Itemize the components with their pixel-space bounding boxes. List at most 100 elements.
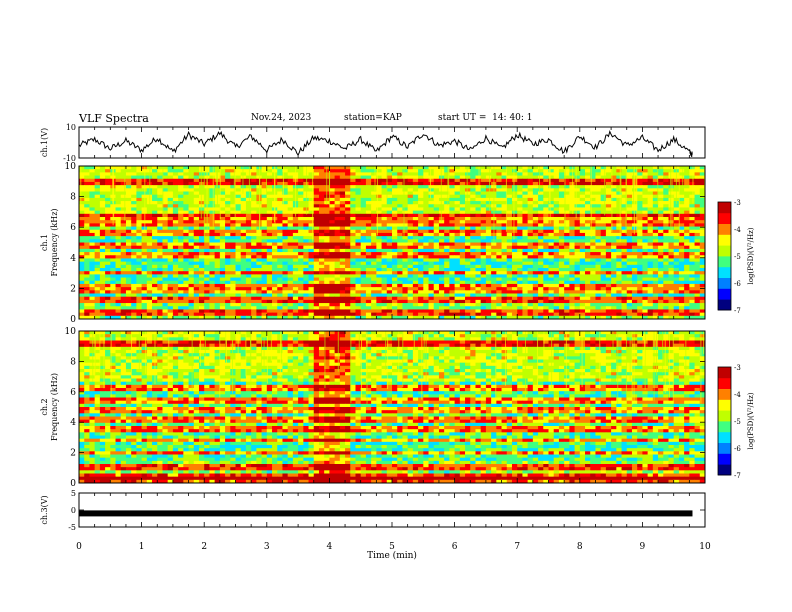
spectrogram-cell [579,226,586,231]
spectrogram-cell [381,223,388,227]
spectrogram-cell [167,169,174,173]
spectrogram-cell [172,217,179,221]
spectrogram-cell [345,226,351,231]
spectrogram-cell [438,293,445,298]
spectrogram-cell [517,229,523,234]
spectrogram-cell [699,248,706,253]
spectrogram-cell [313,264,320,269]
spectrogram-cell [543,280,549,285]
spectrogram-cell [496,217,502,221]
spectrogram-cell [626,268,633,272]
spectrogram-cell [684,172,690,176]
spectrogram-cell [538,258,544,263]
spectrogram-cell [365,223,372,227]
spectrogram-cell [225,261,231,266]
spectrogram-cell [89,274,96,278]
spectrogram-cell [590,248,596,253]
spectrogram-cell [120,213,127,218]
spectrogram-cell [183,242,189,247]
spectrogram-cell [684,217,690,221]
spectrogram-cell [595,181,602,186]
spectrogram-cell [397,252,403,256]
spectrogram-cell [266,261,273,266]
spectrogram-cell [538,293,544,298]
spectrogram-cell [668,169,675,173]
spectrogram-cell [558,175,565,180]
spectrogram-cell [689,178,695,183]
spectrogram-cell [287,242,294,247]
spectrogram-cell [611,255,617,259]
spectrogram-cell [84,201,90,205]
spectrogram-cell [699,201,706,205]
spectrogram-cell [350,201,356,205]
spectrogram-cell [89,252,96,256]
spectrogram-cell [564,213,570,218]
spectrogram-cell [465,213,471,218]
spectrogram-cell [178,226,184,231]
spectrogram-cell [183,207,189,212]
spectrogram-cell [99,229,106,234]
spectrogram-cell [313,261,320,266]
spectrogram-cell [235,280,242,285]
spectrogram-cell [407,280,414,285]
spectrogram-cell [418,210,424,215]
spectrogram-cell [689,248,695,253]
spectrogram-cell [616,172,622,176]
spectrogram-cell [183,217,189,221]
spectrogram-cell [245,245,252,250]
spectrogram-cell [251,207,257,212]
spectrogram-cell [485,242,492,247]
spectrogram-cell [240,287,247,291]
spectrogram-cell [360,245,367,250]
spectrogram-cell [183,191,189,196]
spectrogram-cell [209,213,216,218]
spectrogram-cell [538,166,544,170]
spectrogram-cell [480,191,487,196]
spectrogram-cell [230,181,236,186]
spectrogram-cell [496,245,502,250]
spectrogram-cell [454,264,461,269]
spectrogram-cell [329,191,336,196]
spectrogram-cell [225,217,231,221]
spectrogram-cell [245,293,252,298]
spectrogram-cell [402,197,409,202]
spectrogram-cell [350,207,356,212]
spectrogram-cell [407,287,414,291]
spectrogram-cell [433,236,440,240]
spectrogram-cell [235,207,242,212]
spectrogram-cell [631,213,638,218]
spectrogram-cell [188,258,195,263]
spectrogram-cell [313,210,320,215]
spectrogram-cell [652,169,659,173]
spectrogram-cell [658,210,664,215]
spectrogram-cell [282,169,289,173]
spectrogram-cell [261,255,268,259]
spectrogram-cell [298,236,304,240]
spectrogram-cell [480,248,487,253]
spectrogram-cell [131,175,137,180]
spectrogram-cell [266,204,273,208]
spectrogram-cell [470,226,476,231]
spectrogram-cell [590,283,596,288]
spectrogram-cell [89,277,96,282]
spectrogram-cell [94,245,101,250]
spectrogram-cell [339,258,346,263]
spectrogram-cell [590,185,596,189]
spectrogram-cell [517,210,523,215]
spectrogram-cell [611,207,617,212]
spectrogram-cell [209,210,216,215]
spectrogram-cell [381,242,388,247]
spectrogram-cell [543,258,549,263]
spectrogram-cell [418,252,424,256]
spectrogram-cell [245,242,252,247]
spectrogram-cell [574,261,581,266]
spectrogram-cell [517,242,523,247]
spectrogram-cell [553,213,560,218]
spectrogram-cell [522,261,529,266]
spectrogram-cell [433,283,440,288]
spectrogram-cell [684,178,690,183]
spectrogram-cell [652,188,659,192]
spectrogram-cell [454,268,461,272]
spectrogram-cell [694,271,701,275]
spectrogram-cell [209,194,216,199]
